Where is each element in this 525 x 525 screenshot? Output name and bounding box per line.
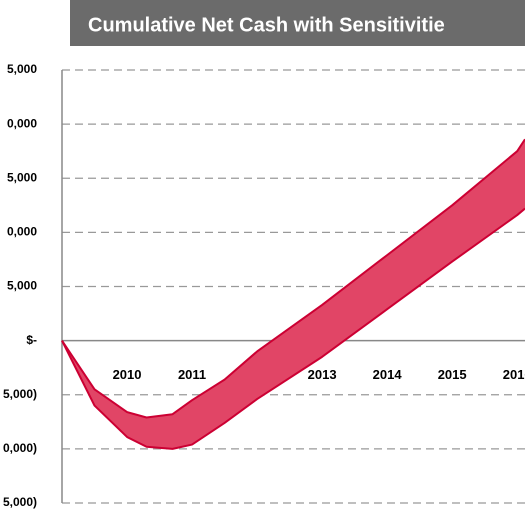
x-tick-label: 2015 [438,367,467,382]
title-box [70,0,525,46]
y-tick-label: 5,000 [7,62,37,76]
band-edge [61,207,525,450]
x-tick-label: 2013 [308,367,337,382]
chart-title: Cumulative Net Cash with Sensitivitie [88,14,445,36]
x-tick-label: 2016 [503,367,525,382]
band-edge [61,138,525,419]
y-tick-label: 0,000 [7,225,37,239]
band-fill [62,139,525,449]
x-tick-label: 2011 [178,367,206,382]
x-tick-label: 2010 [113,367,142,382]
x-tick-label: 2014 [373,367,403,382]
y-tick-label: 5,000 [7,170,37,184]
y-tick-label: 5,000) [3,495,37,509]
y-tick-label: 5,000 [7,279,37,293]
y-tick-label: 0,000 [7,116,37,130]
y-tick-label: 0,000) [3,441,37,455]
y-tick-label: $- [26,333,37,347]
y-tick-label: 5,000) [3,387,37,401]
